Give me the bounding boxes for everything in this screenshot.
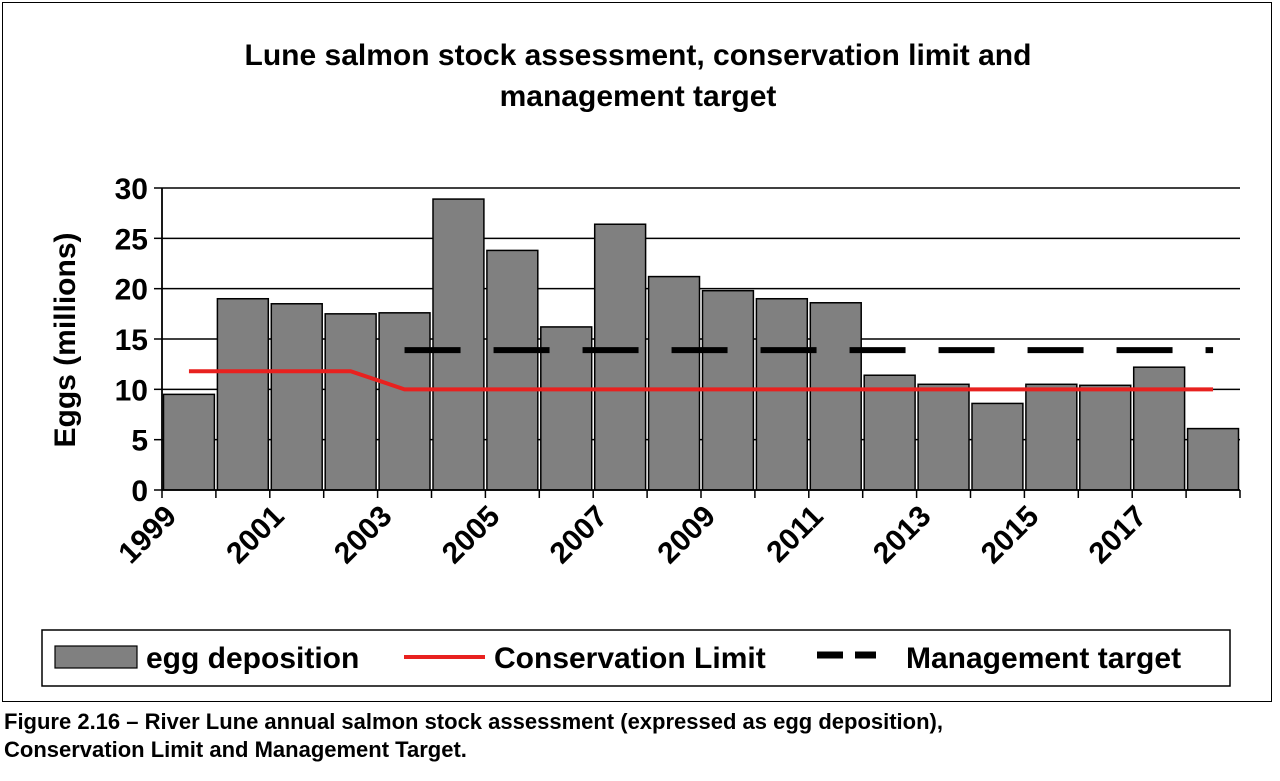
- bar-egg-deposition: [270, 303, 323, 491]
- legend-label-conservation-limit: Conservation Limit: [494, 642, 766, 675]
- bar-egg-deposition: [971, 402, 1024, 491]
- x-tick-label: 2003: [328, 500, 399, 571]
- x-tick-label: 2013: [867, 500, 938, 571]
- y-tick-label: 15: [115, 324, 148, 357]
- bars: [162, 198, 1240, 491]
- bar-egg-deposition: [162, 393, 216, 491]
- bar-egg-deposition: [1186, 427, 1240, 491]
- bar-egg-deposition: [593, 223, 647, 491]
- caption-line-2: Conservation Limit and Management Target…: [4, 737, 467, 762]
- y-tick-label: 25: [115, 223, 148, 256]
- bar-egg-deposition: [1025, 383, 1078, 491]
- y-tick-label: 30: [115, 173, 148, 206]
- bar-egg-deposition: [1079, 384, 1132, 491]
- legend-label-management-target: Management target: [906, 642, 1181, 675]
- x-tick-label: 2007: [544, 500, 615, 571]
- figure-caption: Figure 2.16 – River Lune annual salmon s…: [4, 708, 1274, 764]
- y-tick-label: 5: [131, 425, 148, 458]
- y-tick-label: 10: [115, 374, 148, 407]
- chart: Lune salmon stock assessment, conservati…: [41, 39, 1241, 687]
- series-lines: [188, 347, 1214, 392]
- line-conservation-limit: [188, 369, 1214, 392]
- y-tick-labels: 0 5 10 15 20 25 30: [115, 173, 148, 508]
- x-tick-label: 2009: [651, 500, 722, 571]
- bar-egg-deposition: [1132, 366, 1186, 491]
- axes: [161, 188, 1241, 498]
- x-tick-label: 1999: [112, 500, 183, 571]
- x-tick-label: 2017: [1083, 500, 1154, 571]
- x-tick-label: 2011: [760, 500, 829, 569]
- caption-line-1: Figure 2.16 – River Lune annual salmon s…: [4, 709, 943, 734]
- y-axis-label: Eggs (millions): [49, 232, 82, 447]
- y-tick-label: 0: [131, 475, 148, 508]
- x-tick-labels: 1999 2001 2003 2005 2007 2009 2011 2013 2015 2017: [112, 500, 1153, 571]
- legend-box: [41, 629, 1231, 687]
- bar-egg-deposition: [917, 383, 970, 491]
- bar-egg-deposition: [486, 249, 539, 491]
- bar-egg-deposition: [863, 374, 916, 491]
- bar-egg-deposition: [647, 275, 701, 491]
- chart-title-line-2: management target: [500, 80, 777, 113]
- legend-swatch-egg-deposition: [54, 645, 138, 669]
- x-tick-label: 2001: [220, 500, 291, 571]
- bar-egg-deposition: [755, 297, 809, 491]
- bar-egg-deposition: [809, 302, 862, 491]
- bar-egg-deposition: [432, 198, 485, 491]
- x-tick-label: 2015: [975, 500, 1046, 571]
- legend-label-egg-deposition: egg deposition: [146, 642, 359, 675]
- bar-egg-deposition: [378, 312, 431, 491]
- x-tick-label: 2005: [436, 500, 507, 571]
- bar-egg-deposition: [216, 297, 270, 491]
- chart-title-line-1: Lune salmon stock assessment, conservati…: [245, 39, 1032, 72]
- y-tick-label: 20: [115, 274, 148, 307]
- bar-egg-deposition: [324, 313, 377, 491]
